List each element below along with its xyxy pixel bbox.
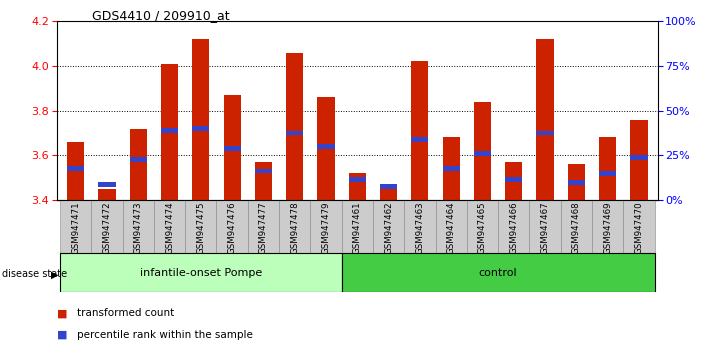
Bar (286, 131, 304, 136)
Bar (255, 162, 272, 200)
Bar (129, 129, 147, 200)
Bar (411, 137, 429, 142)
Bar (348, 177, 366, 182)
Bar (310, 200, 341, 253)
Bar (317, 144, 335, 149)
Bar (341, 253, 655, 292)
Bar (255, 169, 272, 173)
Bar (223, 146, 241, 151)
Text: GSM947476: GSM947476 (228, 202, 237, 254)
Bar (216, 200, 247, 253)
Text: GDS4410 / 209910_at: GDS4410 / 209910_at (92, 9, 230, 22)
Bar (505, 162, 523, 200)
Text: GSM947471: GSM947471 (71, 202, 80, 254)
Bar (67, 166, 85, 171)
Text: GSM947467: GSM947467 (540, 202, 550, 254)
Bar (498, 200, 530, 253)
Text: percentile rank within the sample: percentile rank within the sample (77, 330, 252, 339)
Text: transformed count: transformed count (77, 308, 174, 318)
Bar (98, 189, 116, 200)
Text: GSM947469: GSM947469 (603, 202, 612, 254)
Text: GSM947473: GSM947473 (134, 202, 143, 254)
Bar (411, 62, 429, 200)
Bar (536, 39, 554, 200)
Text: infantile-onset Pompe: infantile-onset Pompe (139, 268, 262, 278)
Bar (161, 128, 178, 133)
Text: ■: ■ (57, 330, 68, 339)
Bar (567, 164, 585, 200)
Bar (467, 200, 498, 253)
Text: ▶: ▶ (51, 269, 59, 279)
Bar (223, 95, 241, 200)
Text: GSM947474: GSM947474 (165, 202, 174, 254)
Text: GSM947478: GSM947478 (290, 202, 299, 254)
Bar (279, 200, 310, 253)
Bar (436, 200, 467, 253)
Bar (536, 131, 554, 136)
Bar (286, 52, 304, 200)
Bar (122, 200, 154, 253)
Bar (91, 200, 122, 253)
Bar (60, 253, 341, 292)
Bar (405, 200, 436, 253)
Text: GSM947468: GSM947468 (572, 202, 581, 254)
Text: ■: ■ (57, 308, 68, 318)
Bar (442, 166, 460, 171)
Text: GSM947472: GSM947472 (102, 202, 112, 254)
Bar (161, 64, 178, 200)
Bar (185, 200, 216, 253)
Bar (154, 200, 185, 253)
Bar (630, 120, 648, 200)
Bar (505, 177, 523, 182)
Bar (247, 200, 279, 253)
Bar (98, 182, 116, 187)
Bar (530, 200, 561, 253)
Bar (474, 102, 491, 200)
Bar (67, 142, 85, 200)
Bar (624, 200, 655, 253)
Bar (442, 137, 460, 200)
Bar (599, 137, 616, 200)
Text: GSM947466: GSM947466 (509, 202, 518, 254)
Bar (599, 171, 616, 176)
Bar (129, 157, 147, 162)
Text: disease state: disease state (2, 269, 68, 279)
Bar (380, 184, 397, 189)
Bar (348, 173, 366, 200)
Text: GSM947462: GSM947462 (384, 202, 393, 254)
Bar (592, 200, 624, 253)
Text: GSM947463: GSM947463 (415, 202, 424, 254)
Bar (192, 126, 210, 131)
Bar (60, 200, 91, 253)
Text: GSM947464: GSM947464 (447, 202, 456, 254)
Text: control: control (479, 268, 518, 278)
Text: GSM947479: GSM947479 (321, 202, 331, 254)
Bar (341, 200, 373, 253)
Text: GSM947470: GSM947470 (634, 202, 643, 254)
Bar (561, 200, 592, 253)
Bar (192, 39, 210, 200)
Bar (567, 180, 585, 184)
Bar (380, 187, 397, 200)
Text: GSM947465: GSM947465 (478, 202, 487, 254)
Text: GSM947475: GSM947475 (196, 202, 205, 254)
Text: GSM947461: GSM947461 (353, 202, 362, 254)
Text: GSM947477: GSM947477 (259, 202, 268, 254)
Bar (317, 97, 335, 200)
Bar (474, 150, 491, 155)
Bar (630, 155, 648, 160)
Bar (373, 200, 405, 253)
